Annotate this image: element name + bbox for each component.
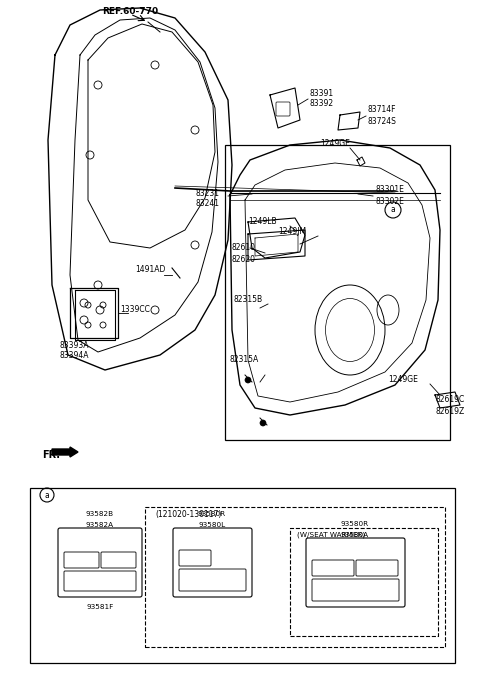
Text: 83714F: 83714F bbox=[368, 105, 396, 115]
Text: 82315B: 82315B bbox=[234, 296, 263, 304]
Text: 1249GE: 1249GE bbox=[388, 375, 418, 385]
Text: 83231: 83231 bbox=[195, 188, 219, 198]
Text: 83392: 83392 bbox=[310, 99, 334, 109]
Text: 82610: 82610 bbox=[232, 244, 256, 252]
Text: 93580L: 93580L bbox=[198, 522, 226, 528]
Text: 93580R: 93580R bbox=[198, 511, 226, 517]
Text: 93580A: 93580A bbox=[341, 532, 369, 538]
Text: 82315A: 82315A bbox=[230, 356, 259, 365]
Text: 83393A: 83393A bbox=[60, 340, 89, 350]
Circle shape bbox=[260, 420, 266, 426]
Text: 1249GE: 1249GE bbox=[320, 138, 350, 148]
Text: (W/SEAT WARMER): (W/SEAT WARMER) bbox=[297, 532, 365, 538]
Text: 93581F: 93581F bbox=[86, 604, 114, 610]
Text: 83724S: 83724S bbox=[368, 117, 397, 126]
Text: 1491AD: 1491AD bbox=[135, 265, 166, 275]
Text: a: a bbox=[45, 491, 49, 500]
Text: 83301E: 83301E bbox=[375, 186, 404, 194]
Text: 93582B: 93582B bbox=[86, 511, 114, 517]
Text: a: a bbox=[391, 205, 396, 215]
Text: 1249LB: 1249LB bbox=[248, 217, 276, 227]
Text: 83241: 83241 bbox=[195, 200, 219, 209]
Text: 1339CC: 1339CC bbox=[120, 306, 150, 315]
Circle shape bbox=[245, 377, 251, 383]
Text: 82619Z: 82619Z bbox=[435, 406, 464, 416]
Text: 82620: 82620 bbox=[232, 254, 256, 263]
Text: 93580R: 93580R bbox=[341, 521, 369, 527]
Text: 82619C: 82619C bbox=[435, 396, 464, 404]
Text: 83394A: 83394A bbox=[60, 352, 89, 360]
FancyArrow shape bbox=[52, 447, 78, 457]
Text: FR.: FR. bbox=[42, 450, 60, 460]
Text: 83302E: 83302E bbox=[375, 196, 404, 205]
Text: (121020-130117): (121020-130117) bbox=[155, 510, 221, 520]
Text: 93582A: 93582A bbox=[86, 522, 114, 528]
Text: 83391: 83391 bbox=[310, 88, 334, 97]
Text: 1249JM: 1249JM bbox=[278, 227, 306, 236]
Text: REF.60-770: REF.60-770 bbox=[102, 7, 158, 16]
